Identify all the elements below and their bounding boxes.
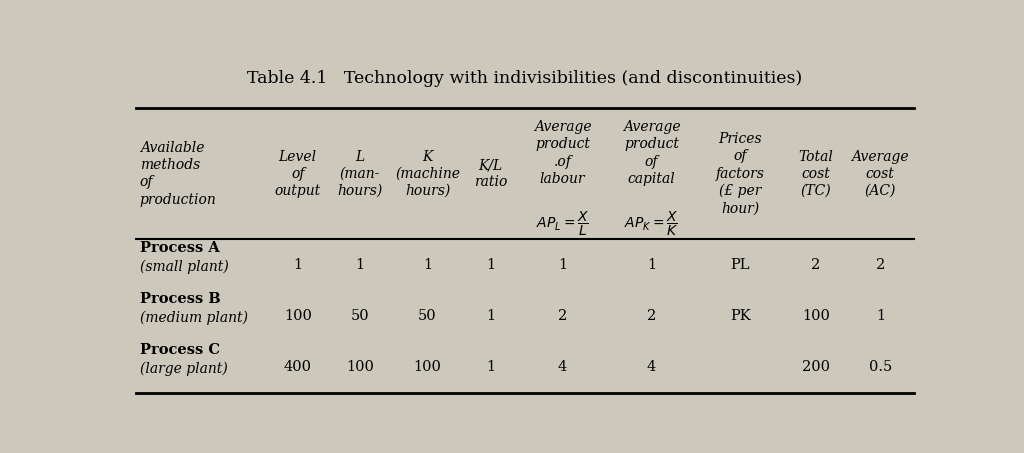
Text: 400: 400 xyxy=(284,360,311,374)
Text: Available
methods
of
production: Available methods of production xyxy=(140,141,217,207)
Text: 1: 1 xyxy=(486,309,496,323)
Text: 2: 2 xyxy=(647,309,656,323)
Text: 1: 1 xyxy=(423,258,432,272)
Text: 1: 1 xyxy=(355,258,365,272)
Text: Process C: Process C xyxy=(140,343,220,357)
Text: Process A: Process A xyxy=(140,241,220,255)
Text: Average
product
.of
labour: Average product .of labour xyxy=(534,120,592,186)
Text: (medium plant): (medium plant) xyxy=(140,310,248,325)
Text: 50: 50 xyxy=(418,309,437,323)
Text: K
(machine
hours): K (machine hours) xyxy=(395,149,460,198)
Text: (large plant): (large plant) xyxy=(140,361,227,376)
Text: 1: 1 xyxy=(293,258,302,272)
Text: 50: 50 xyxy=(350,309,370,323)
Text: 100: 100 xyxy=(346,360,374,374)
Text: 4: 4 xyxy=(647,360,656,374)
Text: PK: PK xyxy=(730,309,751,323)
Text: Prices
of
factors
(£ per
hour): Prices of factors (£ per hour) xyxy=(716,132,765,216)
Text: $\mathit{AP}_K = \dfrac{\mathit{X}}{\mathit{K}}$: $\mathit{AP}_K = \dfrac{\mathit{X}}{\mat… xyxy=(625,209,679,238)
Text: K/L
ratio: K/L ratio xyxy=(474,158,507,189)
Text: 100: 100 xyxy=(284,309,311,323)
Text: 4: 4 xyxy=(558,360,567,374)
Text: Average
cost
(AC): Average cost (AC) xyxy=(852,149,909,198)
Text: 100: 100 xyxy=(414,360,441,374)
Text: 1: 1 xyxy=(558,258,567,272)
Text: 2: 2 xyxy=(876,258,885,272)
Text: 100: 100 xyxy=(802,309,829,323)
Text: $\mathit{AP}_L = \dfrac{\mathit{X}}{\mathit{L}}$: $\mathit{AP}_L = \dfrac{\mathit{X}}{\mat… xyxy=(536,209,589,238)
Text: Total
cost
(TC): Total cost (TC) xyxy=(799,149,834,198)
Text: 1: 1 xyxy=(486,258,496,272)
Text: 1: 1 xyxy=(647,258,656,272)
Text: Process B: Process B xyxy=(140,292,220,306)
Text: Table 4.1   Technology with indivisibilities (and discontinuities): Table 4.1 Technology with indivisibiliti… xyxy=(247,70,803,87)
Text: 0.5: 0.5 xyxy=(868,360,892,374)
Text: 200: 200 xyxy=(802,360,829,374)
Text: Level
of
output: Level of output xyxy=(274,149,321,198)
Text: L
(man-
hours): L (man- hours) xyxy=(337,149,383,198)
Text: 2: 2 xyxy=(558,309,567,323)
Text: (small plant): (small plant) xyxy=(140,260,228,274)
Text: Average
product
of
capital: Average product of capital xyxy=(623,120,680,186)
Text: 1: 1 xyxy=(876,309,885,323)
Text: 2: 2 xyxy=(811,258,820,272)
Text: 1: 1 xyxy=(486,360,496,374)
Text: PL: PL xyxy=(730,258,751,272)
